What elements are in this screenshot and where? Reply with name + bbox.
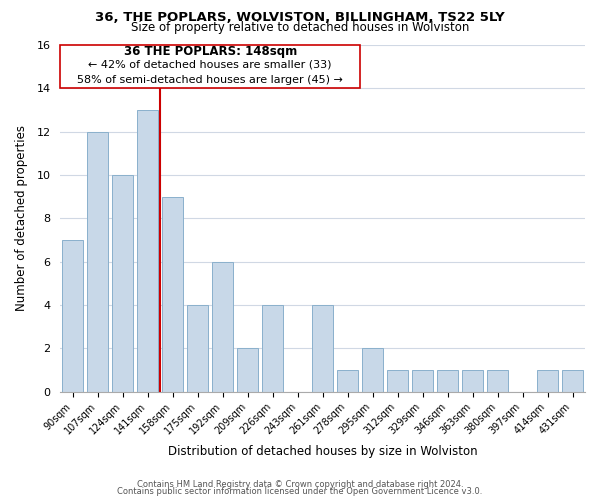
Bar xyxy=(412,370,433,392)
Bar xyxy=(62,240,83,392)
Bar xyxy=(387,370,408,392)
Bar xyxy=(312,305,333,392)
Text: Contains HM Land Registry data © Crown copyright and database right 2024.: Contains HM Land Registry data © Crown c… xyxy=(137,480,463,489)
Text: 36 THE POPLARS: 148sqm: 36 THE POPLARS: 148sqm xyxy=(124,45,297,58)
Bar xyxy=(212,262,233,392)
Text: 58% of semi-detached houses are larger (45) →: 58% of semi-detached houses are larger (… xyxy=(77,74,343,85)
Text: Contains public sector information licensed under the Open Government Licence v3: Contains public sector information licen… xyxy=(118,487,482,496)
Text: 36, THE POPLARS, WOLVISTON, BILLINGHAM, TS22 5LY: 36, THE POPLARS, WOLVISTON, BILLINGHAM, … xyxy=(95,11,505,24)
Text: ← 42% of detached houses are smaller (33): ← 42% of detached houses are smaller (33… xyxy=(88,60,332,70)
Bar xyxy=(262,305,283,392)
Bar xyxy=(87,132,108,392)
Bar xyxy=(437,370,458,392)
Bar xyxy=(237,348,258,392)
Bar xyxy=(137,110,158,392)
Bar xyxy=(112,175,133,392)
Bar xyxy=(337,370,358,392)
Bar xyxy=(362,348,383,392)
Text: Size of property relative to detached houses in Wolviston: Size of property relative to detached ho… xyxy=(131,21,469,34)
Bar xyxy=(462,370,483,392)
Y-axis label: Number of detached properties: Number of detached properties xyxy=(15,126,28,312)
Bar xyxy=(187,305,208,392)
Bar xyxy=(537,370,558,392)
Bar xyxy=(487,370,508,392)
Bar xyxy=(162,196,183,392)
X-axis label: Distribution of detached houses by size in Wolviston: Distribution of detached houses by size … xyxy=(168,444,478,458)
FancyBboxPatch shape xyxy=(60,45,360,88)
Bar xyxy=(562,370,583,392)
